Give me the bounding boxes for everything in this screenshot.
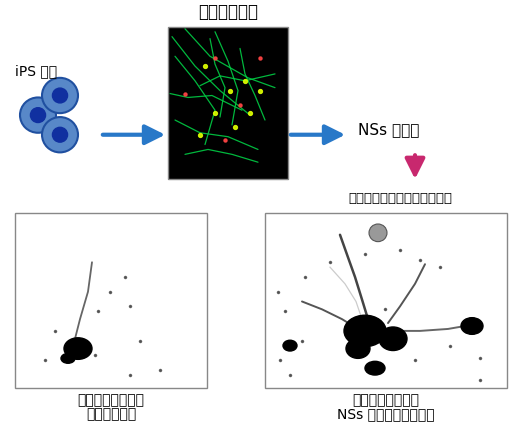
Text: ストレス誘導時の変化を観察: ストレス誘導時の変化を観察 (348, 192, 452, 204)
Ellipse shape (283, 340, 297, 351)
Ellipse shape (461, 317, 483, 334)
Circle shape (42, 117, 78, 153)
Ellipse shape (344, 315, 386, 347)
Circle shape (42, 78, 78, 113)
Ellipse shape (64, 338, 92, 360)
Circle shape (31, 108, 46, 122)
Circle shape (20, 97, 56, 133)
Ellipse shape (365, 361, 385, 375)
Text: ストレスを与えた: ストレスを与えた (77, 394, 145, 408)
Ellipse shape (379, 327, 407, 351)
Text: 運動神経細胞: 運動神経細胞 (86, 408, 136, 422)
Bar (15, 213, 207, 388)
Circle shape (53, 128, 68, 142)
Ellipse shape (61, 354, 75, 363)
Circle shape (369, 224, 387, 242)
Ellipse shape (346, 339, 370, 358)
Text: ストレスを与えた: ストレスを与えた (353, 394, 420, 408)
Text: 運動神経細胞: 運動神経細胞 (198, 3, 258, 21)
Text: NSs を発現: NSs を発現 (358, 122, 419, 137)
Circle shape (53, 88, 68, 103)
Text: NSs 発現運動神経細胞: NSs 発現運動神経細胞 (337, 408, 435, 422)
Bar (168, 27, 288, 179)
Bar (265, 213, 507, 388)
Text: iPS 細胞: iPS 細胞 (15, 64, 57, 78)
